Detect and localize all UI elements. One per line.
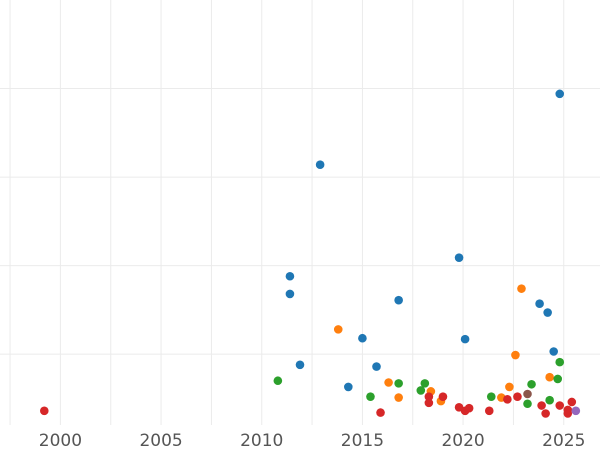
data-point-red	[503, 395, 512, 404]
data-point-orange	[394, 393, 403, 402]
data-point-green	[527, 379, 536, 389]
data-point-orange	[517, 284, 526, 293]
data-point-red	[39, 406, 49, 416]
x-tick-label: 2010	[240, 431, 283, 450]
data-point-red	[555, 401, 565, 410]
data-point-blue	[460, 334, 470, 344]
data-point-red	[563, 409, 573, 418]
data-point-green	[545, 395, 554, 405]
data-point-red	[438, 392, 448, 401]
x-tick-label: 2015	[341, 431, 384, 450]
data-point-blue	[344, 382, 353, 392]
data-point-red	[484, 406, 494, 416]
data-point-green	[486, 392, 496, 401]
data-point-blue	[285, 289, 295, 299]
data-point-blue	[394, 295, 403, 305]
data-point-blue	[295, 360, 305, 370]
x-tick-label: 2000	[39, 431, 82, 450]
data-point-orange	[545, 372, 554, 382]
data-point-green	[420, 379, 430, 388]
x-tick-label: 2005	[139, 431, 182, 450]
data-point-green	[553, 374, 563, 384]
data-point-brown	[523, 389, 532, 399]
data-point-purple	[571, 406, 581, 416]
grid-layer	[0, 0, 600, 425]
data-point-orange	[384, 378, 393, 387]
data-point-green	[416, 386, 426, 395]
data-point-blue	[372, 362, 381, 371]
data-point-blue	[358, 333, 367, 343]
data-point-blue	[555, 89, 565, 99]
data-point-red	[424, 392, 434, 401]
data-point-orange	[333, 325, 343, 334]
data-point-blue	[549, 347, 558, 356]
data-point-red	[376, 408, 385, 417]
data-point-red	[537, 401, 546, 410]
data-point-red	[541, 409, 550, 418]
data-point-green	[273, 376, 283, 386]
data-point-red	[424, 398, 434, 408]
data-point-blue	[454, 253, 464, 262]
x-tick-labels: 2000 2005 2010 2015 2020 2025	[39, 431, 586, 450]
data-point-orange	[505, 382, 514, 392]
data-point-red	[567, 397, 577, 407]
data-point-orange	[511, 350, 520, 360]
data-point-green	[394, 379, 403, 388]
data-point-blue	[543, 308, 552, 317]
points-layer	[39, 89, 581, 418]
data-point-green	[523, 399, 532, 409]
data-point-blue	[535, 299, 544, 308]
data-point-green	[555, 357, 565, 367]
x-tick-label: 2025	[542, 431, 585, 450]
data-point-green	[366, 392, 375, 401]
x-tick-label: 2020	[441, 431, 484, 450]
data-point-blue	[315, 160, 325, 169]
data-point-red	[464, 403, 474, 413]
data-point-blue	[285, 271, 295, 281]
data-point-red	[513, 392, 522, 401]
